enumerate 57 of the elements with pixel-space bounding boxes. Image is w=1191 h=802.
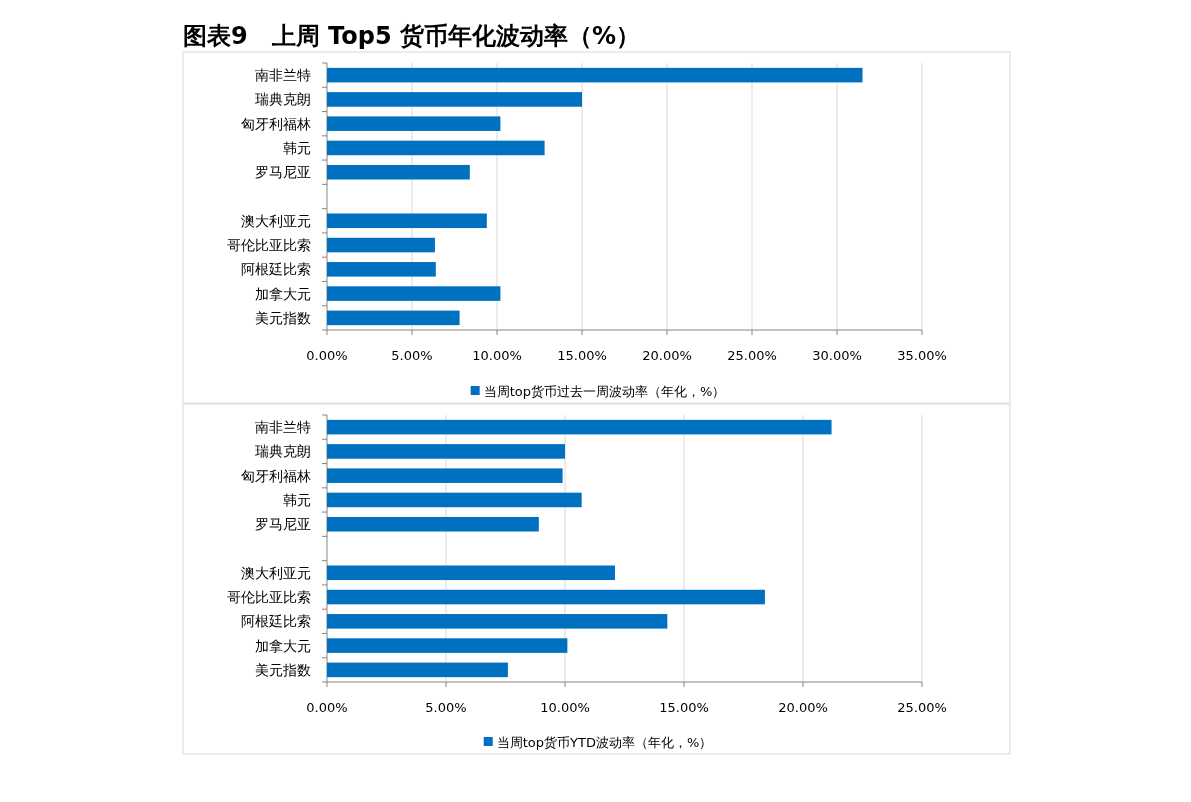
x-tick-label: 35.00% [897,348,947,363]
bar [327,213,487,229]
x-tick-label: 15.00% [659,700,709,715]
x-tick-label: 20.00% [778,700,828,715]
bar [327,614,668,629]
bar [327,516,539,532]
chart-title: 图表9 上周 Top5 货币年化波动率（%） [183,22,641,50]
bar [327,638,568,653]
bar [327,262,436,277]
y-tick-label: 南非兰特 [255,67,311,84]
y-tick-label: 韩元 [283,139,311,156]
bar [327,164,470,180]
bar [327,140,545,156]
y-tick-label: 加拿大元 [255,285,311,302]
x-tick-label: 15.00% [557,348,607,363]
bar [327,92,582,107]
y-tick-label: 哥伦比亚比索 [227,237,311,254]
y-tick-label: 澳大利亚元 [241,564,311,581]
x-tick-label: 20.00% [642,348,692,363]
y-tick-label: 哥伦比亚比索 [227,589,311,606]
y-tick-label: 匈牙利福林 [241,467,311,484]
x-tick-label: 0.00% [306,348,348,363]
bar [327,565,615,581]
bar [327,237,435,253]
bar [327,116,501,131]
x-tick-label: 30.00% [812,348,862,363]
legend-label: 当周top货币YTD波动率（年化，%） [496,735,713,750]
y-tick-label: 匈牙利福林 [241,115,311,132]
bar [327,67,863,83]
y-tick-label: 韩元 [283,491,311,508]
x-tick-label: 10.00% [472,348,522,363]
x-tick-label: 25.00% [897,700,947,715]
bar [327,468,563,483]
legend-label: 当周top货币过去一周波动率（年化，%） [483,384,726,399]
bar [327,310,460,326]
x-tick-label: 10.00% [540,700,590,715]
y-tick-label: 澳大利亚元 [241,212,311,229]
bar [327,589,765,605]
x-tick-label: 5.00% [391,348,433,363]
bar [327,286,501,301]
y-tick-label: 瑞典克朗 [255,91,311,108]
y-tick-label: 阿根廷比索 [241,261,311,278]
y-tick-label: 阿根廷比索 [241,613,311,630]
y-tick-label: 瑞典克朗 [255,443,311,460]
y-tick-label: 罗马尼亚 [255,164,311,181]
bar [327,662,508,678]
y-tick-label: 南非兰特 [255,419,311,436]
x-tick-label: 5.00% [425,700,467,715]
bar [327,419,832,435]
x-tick-label: 0.00% [306,700,348,715]
bar [327,492,582,508]
bar [327,444,565,459]
y-tick-label: 加拿大元 [255,637,311,654]
y-tick-label: 美元指数 [255,661,311,678]
y-tick-label: 罗马尼亚 [255,516,311,533]
y-tick-label: 美元指数 [255,309,311,326]
x-tick-label: 25.00% [727,348,777,363]
